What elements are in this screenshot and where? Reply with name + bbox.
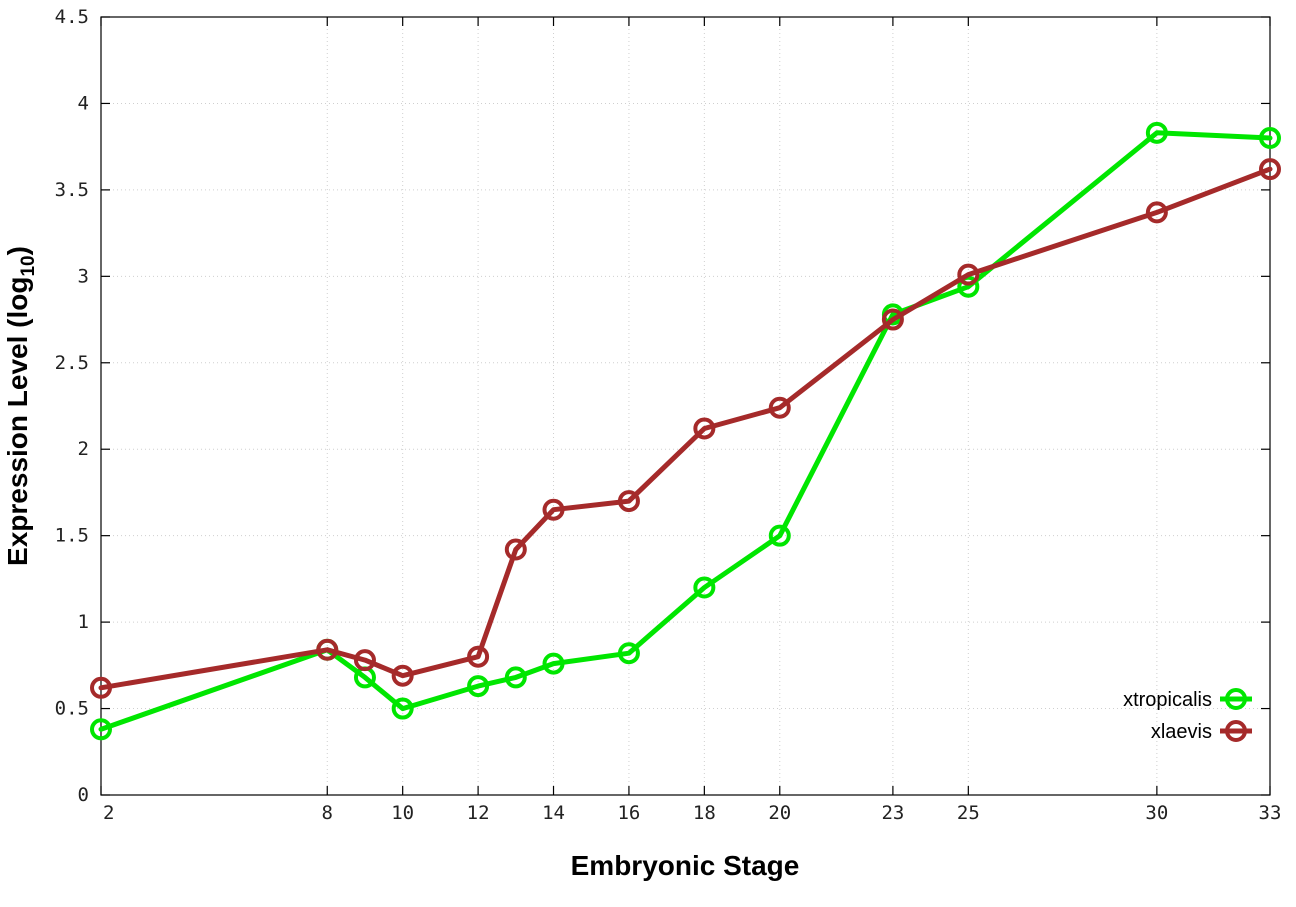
data-point-xlaevis bbox=[957, 263, 980, 286]
axis-ticks: 0 0.5 1 1.5 2 2.5 3 3.5 4 4.5 2 8 10 12 14 16 18 20 23 25 30… bbox=[55, 6, 1282, 824]
y-tick-label: 4 bbox=[78, 92, 89, 114]
x-tick-label: 10 bbox=[391, 802, 414, 824]
x-tick-label: 16 bbox=[617, 802, 640, 824]
data-point-xtropicalis bbox=[617, 642, 640, 665]
y-tick-label: 3.5 bbox=[55, 179, 89, 201]
data-point-xlaevis bbox=[1259, 158, 1281, 181]
x-tick-label: 14 bbox=[542, 802, 565, 824]
y-axis-title-main: Expression Level (log bbox=[2, 277, 33, 566]
y-tick-label: 4.5 bbox=[55, 6, 89, 28]
data-point-xlaevis bbox=[881, 308, 904, 331]
data-point-xtropicalis bbox=[768, 524, 791, 547]
data-point-xtropicalis bbox=[957, 275, 980, 298]
y-axis-title-close: ) bbox=[2, 246, 33, 255]
data-point-xlaevis bbox=[353, 649, 376, 672]
y-axis-title-subscript: 10 bbox=[18, 255, 39, 276]
y-tick-label: 2.5 bbox=[55, 352, 89, 374]
legend-marker-xlaevis bbox=[1225, 720, 1247, 742]
data-point-xlaevis bbox=[467, 645, 490, 668]
legend: xtropicalis xlaevis bbox=[1123, 688, 1252, 743]
data-point-xtropicalis bbox=[1259, 127, 1281, 150]
y-tick-label: 1 bbox=[78, 611, 89, 633]
x-tick-label: 30 bbox=[1145, 802, 1168, 824]
x-tick-label: 18 bbox=[693, 802, 716, 824]
y-tick-label: 0.5 bbox=[55, 698, 89, 720]
x-tick-label: 25 bbox=[957, 802, 980, 824]
data-point-xlaevis bbox=[1145, 201, 1168, 224]
series-layer bbox=[90, 121, 1281, 741]
x-tick-label: 20 bbox=[768, 802, 791, 824]
legend-marker-xtropicalis bbox=[1225, 688, 1247, 710]
x-tick-label: 33 bbox=[1259, 802, 1282, 824]
legend-label-xlaevis: xlaevis bbox=[1151, 721, 1212, 743]
x-tick-label: 12 bbox=[467, 802, 490, 824]
data-point-xlaevis bbox=[391, 664, 414, 687]
y-tick-label: 0 bbox=[78, 784, 89, 806]
x-axis-title: Embryonic Stage bbox=[571, 850, 800, 881]
y-tick-label: 3 bbox=[78, 265, 89, 287]
data-point-xlaevis bbox=[90, 676, 112, 699]
data-point-xtropicalis bbox=[693, 576, 716, 599]
plot-frame bbox=[100, 16, 1271, 796]
data-point-xlaevis bbox=[316, 638, 339, 661]
data-point-xlaevis bbox=[504, 538, 527, 561]
data-point-xlaevis bbox=[693, 417, 716, 440]
legend-label-xtropicalis: xtropicalis bbox=[1123, 689, 1212, 711]
data-point-xtropicalis bbox=[542, 652, 565, 675]
data-point-xtropicalis bbox=[1145, 121, 1168, 144]
x-tick-label: 8 bbox=[322, 802, 333, 824]
data-point-xlaevis bbox=[542, 498, 565, 521]
data-point-xlaevis bbox=[617, 490, 640, 513]
data-point-xlaevis bbox=[768, 396, 791, 419]
data-point-xtropicalis bbox=[391, 697, 414, 720]
x-tick-label: 23 bbox=[881, 802, 904, 824]
y-tick-label: 1.5 bbox=[55, 525, 89, 547]
data-point-xtropicalis bbox=[90, 718, 112, 741]
data-point-xtropicalis bbox=[467, 675, 490, 698]
y-tick-label: 2 bbox=[78, 438, 89, 460]
grid bbox=[101, 17, 1270, 795]
series-line-xlaevis bbox=[98, 166, 1273, 691]
series-line-xtropicalis bbox=[98, 130, 1273, 732]
y-axis-title: Expression Level (log10) bbox=[2, 246, 39, 566]
data-point-xtropicalis bbox=[504, 666, 527, 689]
x-tick-label: 2 bbox=[103, 802, 114, 824]
